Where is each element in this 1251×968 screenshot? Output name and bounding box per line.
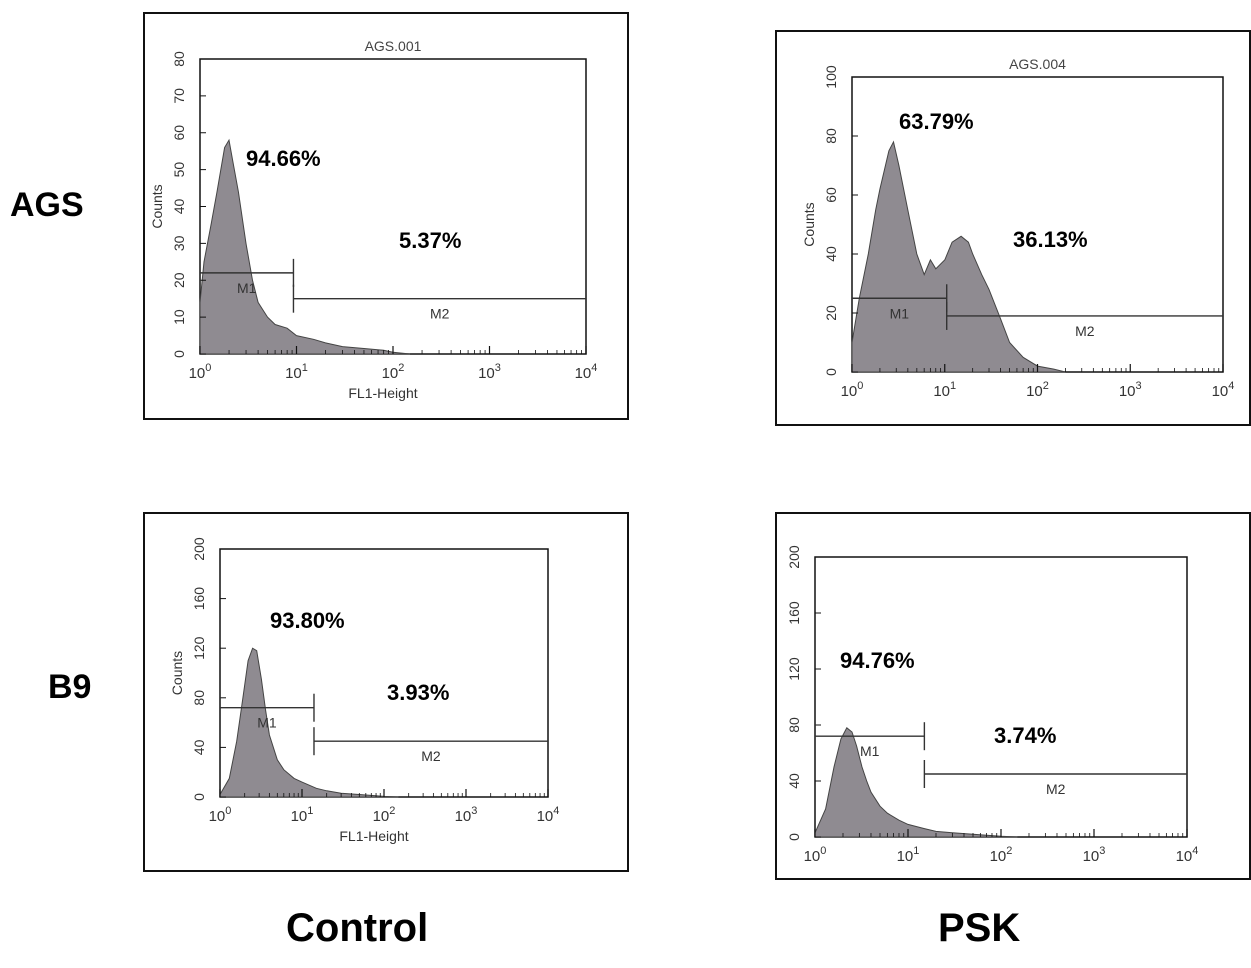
y-axis-label: Counts: [801, 202, 817, 246]
x-tick-label: 102: [373, 805, 396, 825]
x-tick-label: 103: [1119, 380, 1142, 400]
gate-m2-label: M2: [421, 748, 441, 764]
m2-percentage: 3.93%: [387, 680, 450, 705]
x-tick-label: 101: [285, 362, 308, 382]
histogram-area: [851, 140, 1066, 373]
m2-percentage: 3.74%: [994, 723, 1057, 748]
y-tick-label: 60: [171, 125, 187, 141]
y-tick-label: 120: [786, 657, 802, 681]
x-tick-label: 104: [1176, 845, 1199, 865]
y-axis-label: Counts: [169, 651, 185, 695]
y-tick-label: 80: [171, 51, 187, 67]
x-tick-label: 101: [933, 380, 956, 400]
x-tick-label: 100: [209, 805, 232, 825]
y-tick-label: 10: [171, 309, 187, 325]
y-tick-label: 200: [191, 537, 207, 561]
y-axis-label: Counts: [149, 184, 165, 228]
x-tick-label: 103: [1083, 845, 1106, 865]
x-tick-label: 101: [897, 845, 920, 865]
x-tick-label: 100: [189, 362, 212, 382]
y-tick-label: 0: [786, 833, 802, 841]
m1-percentage: 93.80%: [270, 608, 345, 633]
x-tick-label: 104: [575, 362, 598, 382]
y-tick-label: 200: [786, 545, 802, 569]
histogram-area: [199, 138, 411, 355]
m2-percentage: 5.37%: [399, 228, 462, 253]
y-tick-label: 0: [171, 350, 187, 358]
y-tick-label: 160: [786, 601, 802, 625]
y-tick-label: 80: [191, 690, 207, 706]
x-tick-label: 103: [478, 362, 501, 382]
y-tick-label: 50: [171, 162, 187, 178]
histogram-ags-psk: 100 101 102 103 104 0 20 40 60 80 100 AGS.004 Counts…: [801, 56, 1235, 400]
gate-m1-label: M1: [890, 305, 910, 321]
histogram-panel-ags-psk: 100 101 102 103 104 0 20 40 60 80 100 AGS.004 Counts…: [775, 30, 1251, 426]
gate-m2-label: M2: [1046, 781, 1066, 797]
gate-m2-label: M2: [1075, 323, 1095, 339]
x-tick-label: 103: [455, 805, 478, 825]
y-tick-label: 0: [823, 368, 839, 376]
y-tick-label: 40: [191, 739, 207, 755]
y-tick-label: 80: [823, 128, 839, 144]
histogram-panel-b9-psk: 100 101 102 103 104 0 40 80 120 160 200 M1 M2 94.76%…: [775, 512, 1251, 880]
histogram-b9-psk: 100 101 102 103 104 0 40 80 120 160 200 M1 M2: [786, 545, 1199, 865]
gate-m1-label: M1: [237, 280, 257, 296]
x-tick-label: 100: [804, 845, 827, 865]
histogram-b9-control: 100 101 102 103 104 0 40 80 120 160 200 FL1-Height C…: [169, 537, 560, 844]
m1-percentage: 94.76%: [840, 648, 915, 673]
x-tick-label: 102: [990, 845, 1013, 865]
gate-m2-label: M2: [430, 306, 450, 322]
x-axis-label: FL1-Height: [339, 828, 408, 844]
x-tick-label: 100: [841, 380, 864, 400]
y-tick-label: 40: [823, 246, 839, 262]
histogram-panel-ags-control: 100 101 102 103 104 0 10 20 30 40 50 60 70 80 AGS.001 F…: [143, 12, 629, 420]
x-tick-label: 101: [291, 805, 314, 825]
histogram-panel-b9-control: 100 101 102 103 104 0 40 80 120 160 200 FL1-Height C…: [143, 512, 629, 872]
histogram-area: [814, 727, 1018, 838]
m1-percentage: 63.79%: [899, 109, 974, 134]
y-tick-label: 20: [171, 272, 187, 288]
column-label-psk: PSK: [938, 906, 1021, 950]
histogram-area: [219, 647, 399, 798]
x-tick-label: 102: [1026, 380, 1049, 400]
chart-title: AGS.001: [365, 38, 422, 54]
y-tick-label: 0: [191, 793, 207, 801]
row-label-b9: B9: [48, 668, 92, 706]
histogram-ags-control: 100 101 102 103 104 0 10 20 30 40 50 60 70 80 AGS.001 F…: [149, 38, 598, 401]
y-tick-label: 30: [171, 235, 187, 251]
y-tick-label: 100: [823, 65, 839, 89]
y-tick-label: 40: [786, 773, 802, 789]
column-label-control: Control: [286, 906, 429, 950]
gate-m1-label: M1: [860, 743, 880, 759]
x-axis-label: FL1-Height: [348, 385, 417, 401]
m1-percentage: 94.66%: [246, 146, 321, 171]
x-tick-label: 104: [1212, 380, 1235, 400]
y-tick-label: 20: [823, 305, 839, 321]
y-tick-label: 80: [786, 717, 802, 733]
y-tick-label: 70: [171, 88, 187, 104]
y-tick-label: 160: [191, 587, 207, 611]
x-tick-label: 102: [382, 362, 405, 382]
y-tick-label: 60: [823, 187, 839, 203]
m2-percentage: 36.13%: [1013, 227, 1088, 252]
y-tick-label: 120: [191, 636, 207, 660]
y-tick-label: 40: [171, 199, 187, 215]
chart-title: AGS.004: [1009, 56, 1066, 72]
x-tick-label: 104: [537, 805, 560, 825]
gate-m1-label: M1: [257, 715, 277, 731]
row-label-ags: AGS: [10, 186, 84, 224]
